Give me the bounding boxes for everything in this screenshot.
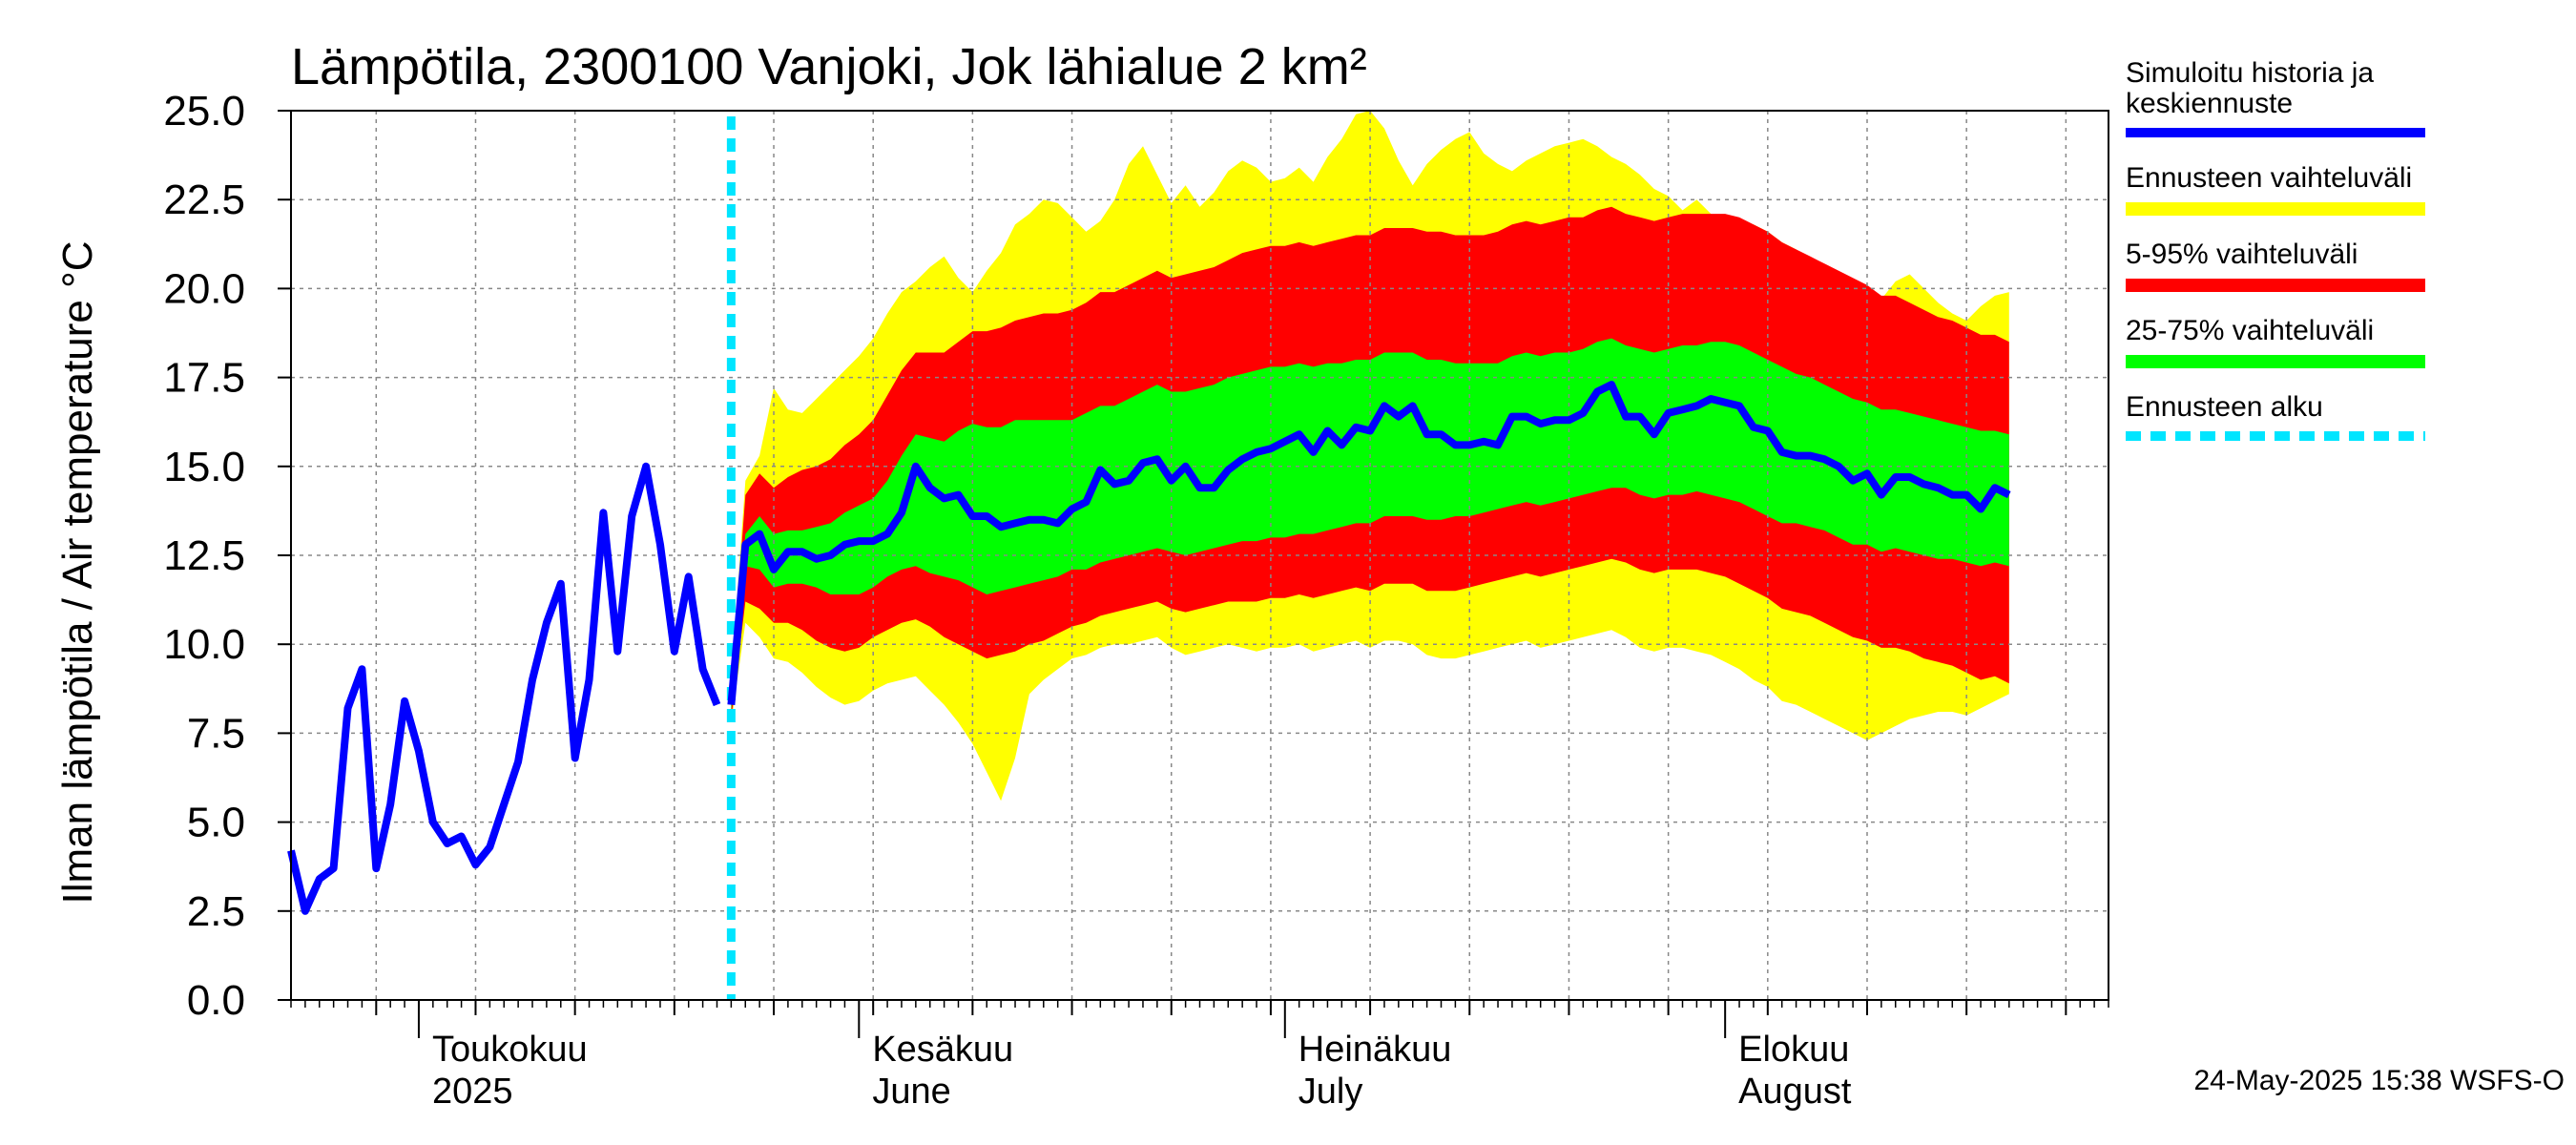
x-month-label: Toukokuu	[432, 1030, 588, 1070]
y-tick-label: 0.0	[187, 977, 245, 1024]
forecast-25-75-band	[731, 338, 2009, 712]
legend-label-forecast-start: Ennusteen alku	[2126, 391, 2323, 423]
x-month-label: Elokuu	[1738, 1030, 1849, 1070]
y-tick-label: 5.0	[187, 800, 245, 846]
x-month-label: Heinäkuu	[1298, 1030, 1452, 1070]
y-tick-label: 20.0	[163, 265, 245, 312]
y-tick-label: 12.5	[163, 532, 245, 579]
legend-swatch-5-95	[2126, 279, 2425, 292]
legend-label-history-line2: keskiennuste	[2126, 88, 2293, 119]
y-tick-label: 25.0	[163, 88, 245, 135]
y-tick-label: 17.5	[163, 355, 245, 402]
history-series-line	[287, 462, 721, 915]
y-axis-label: Ilman lämpötila / Air temperature °C	[54, 241, 101, 905]
y-tick-label: 7.5	[187, 710, 245, 757]
chart-title: Lämpötila, 2300100 Vanjoki, Jok lähialue…	[291, 38, 1367, 95]
legend-swatch-history	[2126, 128, 2425, 137]
legend-label-history-line1: Simuloitu historia ja	[2126, 57, 2374, 89]
x-month-sublabel: July	[1298, 1072, 1363, 1112]
legend-label-5-95: 5-95% vaihteluväli	[2126, 239, 2358, 270]
legend-swatch-25-75	[2126, 355, 2425, 368]
y-tick-label: 22.5	[163, 177, 245, 223]
legend-label-range: Ennusteen vaihteluväli	[2126, 162, 2412, 194]
x-month-label: Kesäkuu	[872, 1030, 1013, 1070]
y-tick-label: 10.0	[163, 621, 245, 668]
x-month-sublabel: 2025	[432, 1072, 513, 1112]
x-month-sublabel: June	[872, 1072, 950, 1112]
legend-label-25-75: 25-75% vaihteluväli	[2126, 315, 2374, 346]
legend: Simuloitu historia ja keskiennuste Ennus…	[2126, 57, 2425, 441]
y-axis-ticks: 0.0 2.5 5.0 7.5 10.0 12.5 15.0 17.5 20.0 22.5 25.0	[163, 88, 291, 1024]
y-tick-label: 2.5	[187, 888, 245, 935]
x-month-sublabel: August	[1738, 1072, 1852, 1112]
forecast-median-line	[727, 381, 2011, 705]
legend-swatch-range	[2126, 202, 2425, 216]
y-tick-label: 15.0	[163, 444, 245, 490]
timestamp: 24-May-2025 15:38 WSFS-O	[2194, 1065, 2566, 1096]
